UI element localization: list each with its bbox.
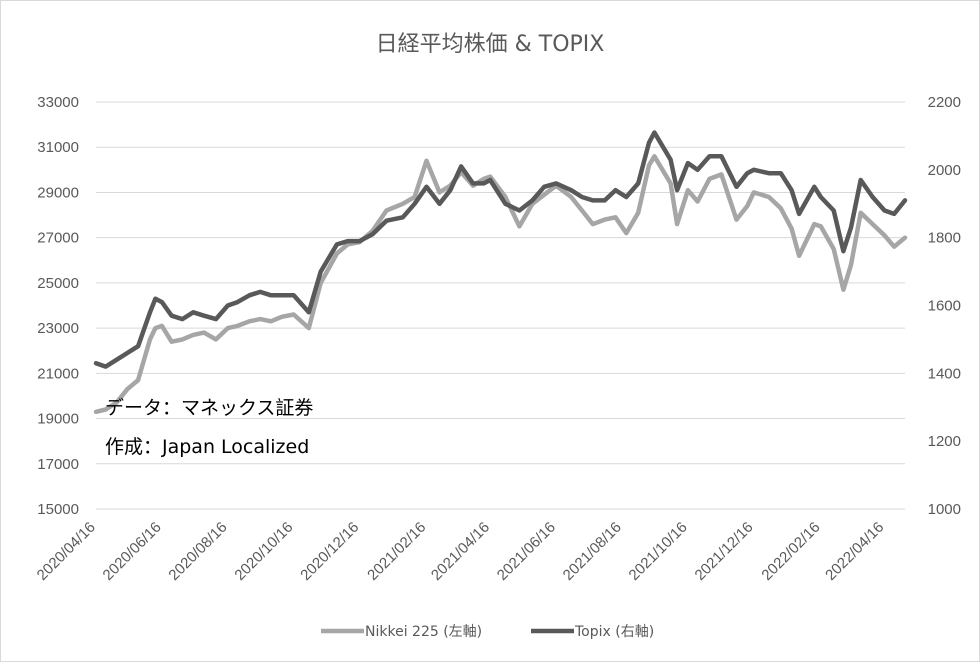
x-tick-label: 2020/06/16 — [100, 519, 165, 584]
x-tick-label: 2020/12/16 — [297, 519, 362, 584]
y-axis-right: 1000 1200 1400 1600 1800 2000 2200 — [928, 94, 961, 518]
x-tick-label: 2021/12/16 — [692, 519, 757, 584]
y-left-tick-label: 21000 — [37, 365, 79, 382]
x-tick-label: 2020/04/16 — [34, 519, 99, 584]
y-left-tick-label: 27000 — [37, 230, 79, 247]
series-lines — [93, 130, 908, 415]
y-left-tick-label: 29000 — [37, 184, 79, 201]
annotation-author: 作成：Japan Localized — [105, 436, 309, 458]
legend-label: Topix (右軸) — [574, 624, 654, 640]
y-axis-left: 15000 17000 19000 21000 23000 25000 27000 29000… — [37, 94, 79, 518]
y-left-tick-label: 31000 — [37, 139, 79, 156]
annotations: データ：マネックス証券 作成：Japan Localized — [105, 397, 313, 458]
y-left-tick-label: 19000 — [37, 411, 79, 428]
legend: Nikkei 225 (左軸) Topix (右軸) — [321, 624, 654, 640]
y-right-tick-label: 1400 — [928, 365, 961, 382]
y-left-tick-label: 15000 — [37, 501, 79, 518]
x-tick-label: 2021/02/16 — [364, 519, 429, 584]
y-left-tick-label: 25000 — [37, 275, 79, 292]
x-tick-label: 2022/02/16 — [758, 519, 823, 584]
annotation-source: データ：マネックス証券 — [105, 397, 313, 419]
y-right-tick-label: 2000 — [928, 162, 961, 179]
y-left-tick-label: 33000 — [37, 94, 79, 111]
y-left-tick-label: 17000 — [37, 456, 79, 473]
x-axis: 2020/04/16 2020/06/16 2020/08/16 2020/10/16… — [34, 519, 888, 584]
y-right-tick-label: 1000 — [928, 501, 961, 518]
x-tick-label: 2022/04/16 — [822, 519, 887, 584]
legend-label: Nikkei 225 (左軸) — [365, 624, 482, 640]
y-right-tick-label: 2200 — [928, 94, 961, 111]
x-tick-label: 2020/10/16 — [231, 519, 296, 584]
y-right-tick-label: 1200 — [928, 433, 961, 450]
x-tick-label: 2021/06/16 — [494, 519, 559, 584]
y-right-tick-label: 1600 — [928, 298, 961, 315]
series-line-topix — [93, 130, 908, 369]
chart-title: 日経平均株価 & TOPIX — [376, 32, 605, 57]
gridlines — [96, 101, 905, 510]
x-tick-label: 2021/08/16 — [560, 519, 625, 584]
x-tick-label: 2020/08/16 — [165, 519, 230, 584]
x-tick-label: 2021/10/16 — [626, 519, 691, 584]
y-left-tick-label: 23000 — [37, 320, 79, 337]
series-line-nikkei — [93, 154, 908, 415]
x-tick-label: 2021/04/16 — [428, 519, 493, 584]
y-right-tick-label: 1800 — [928, 230, 961, 247]
